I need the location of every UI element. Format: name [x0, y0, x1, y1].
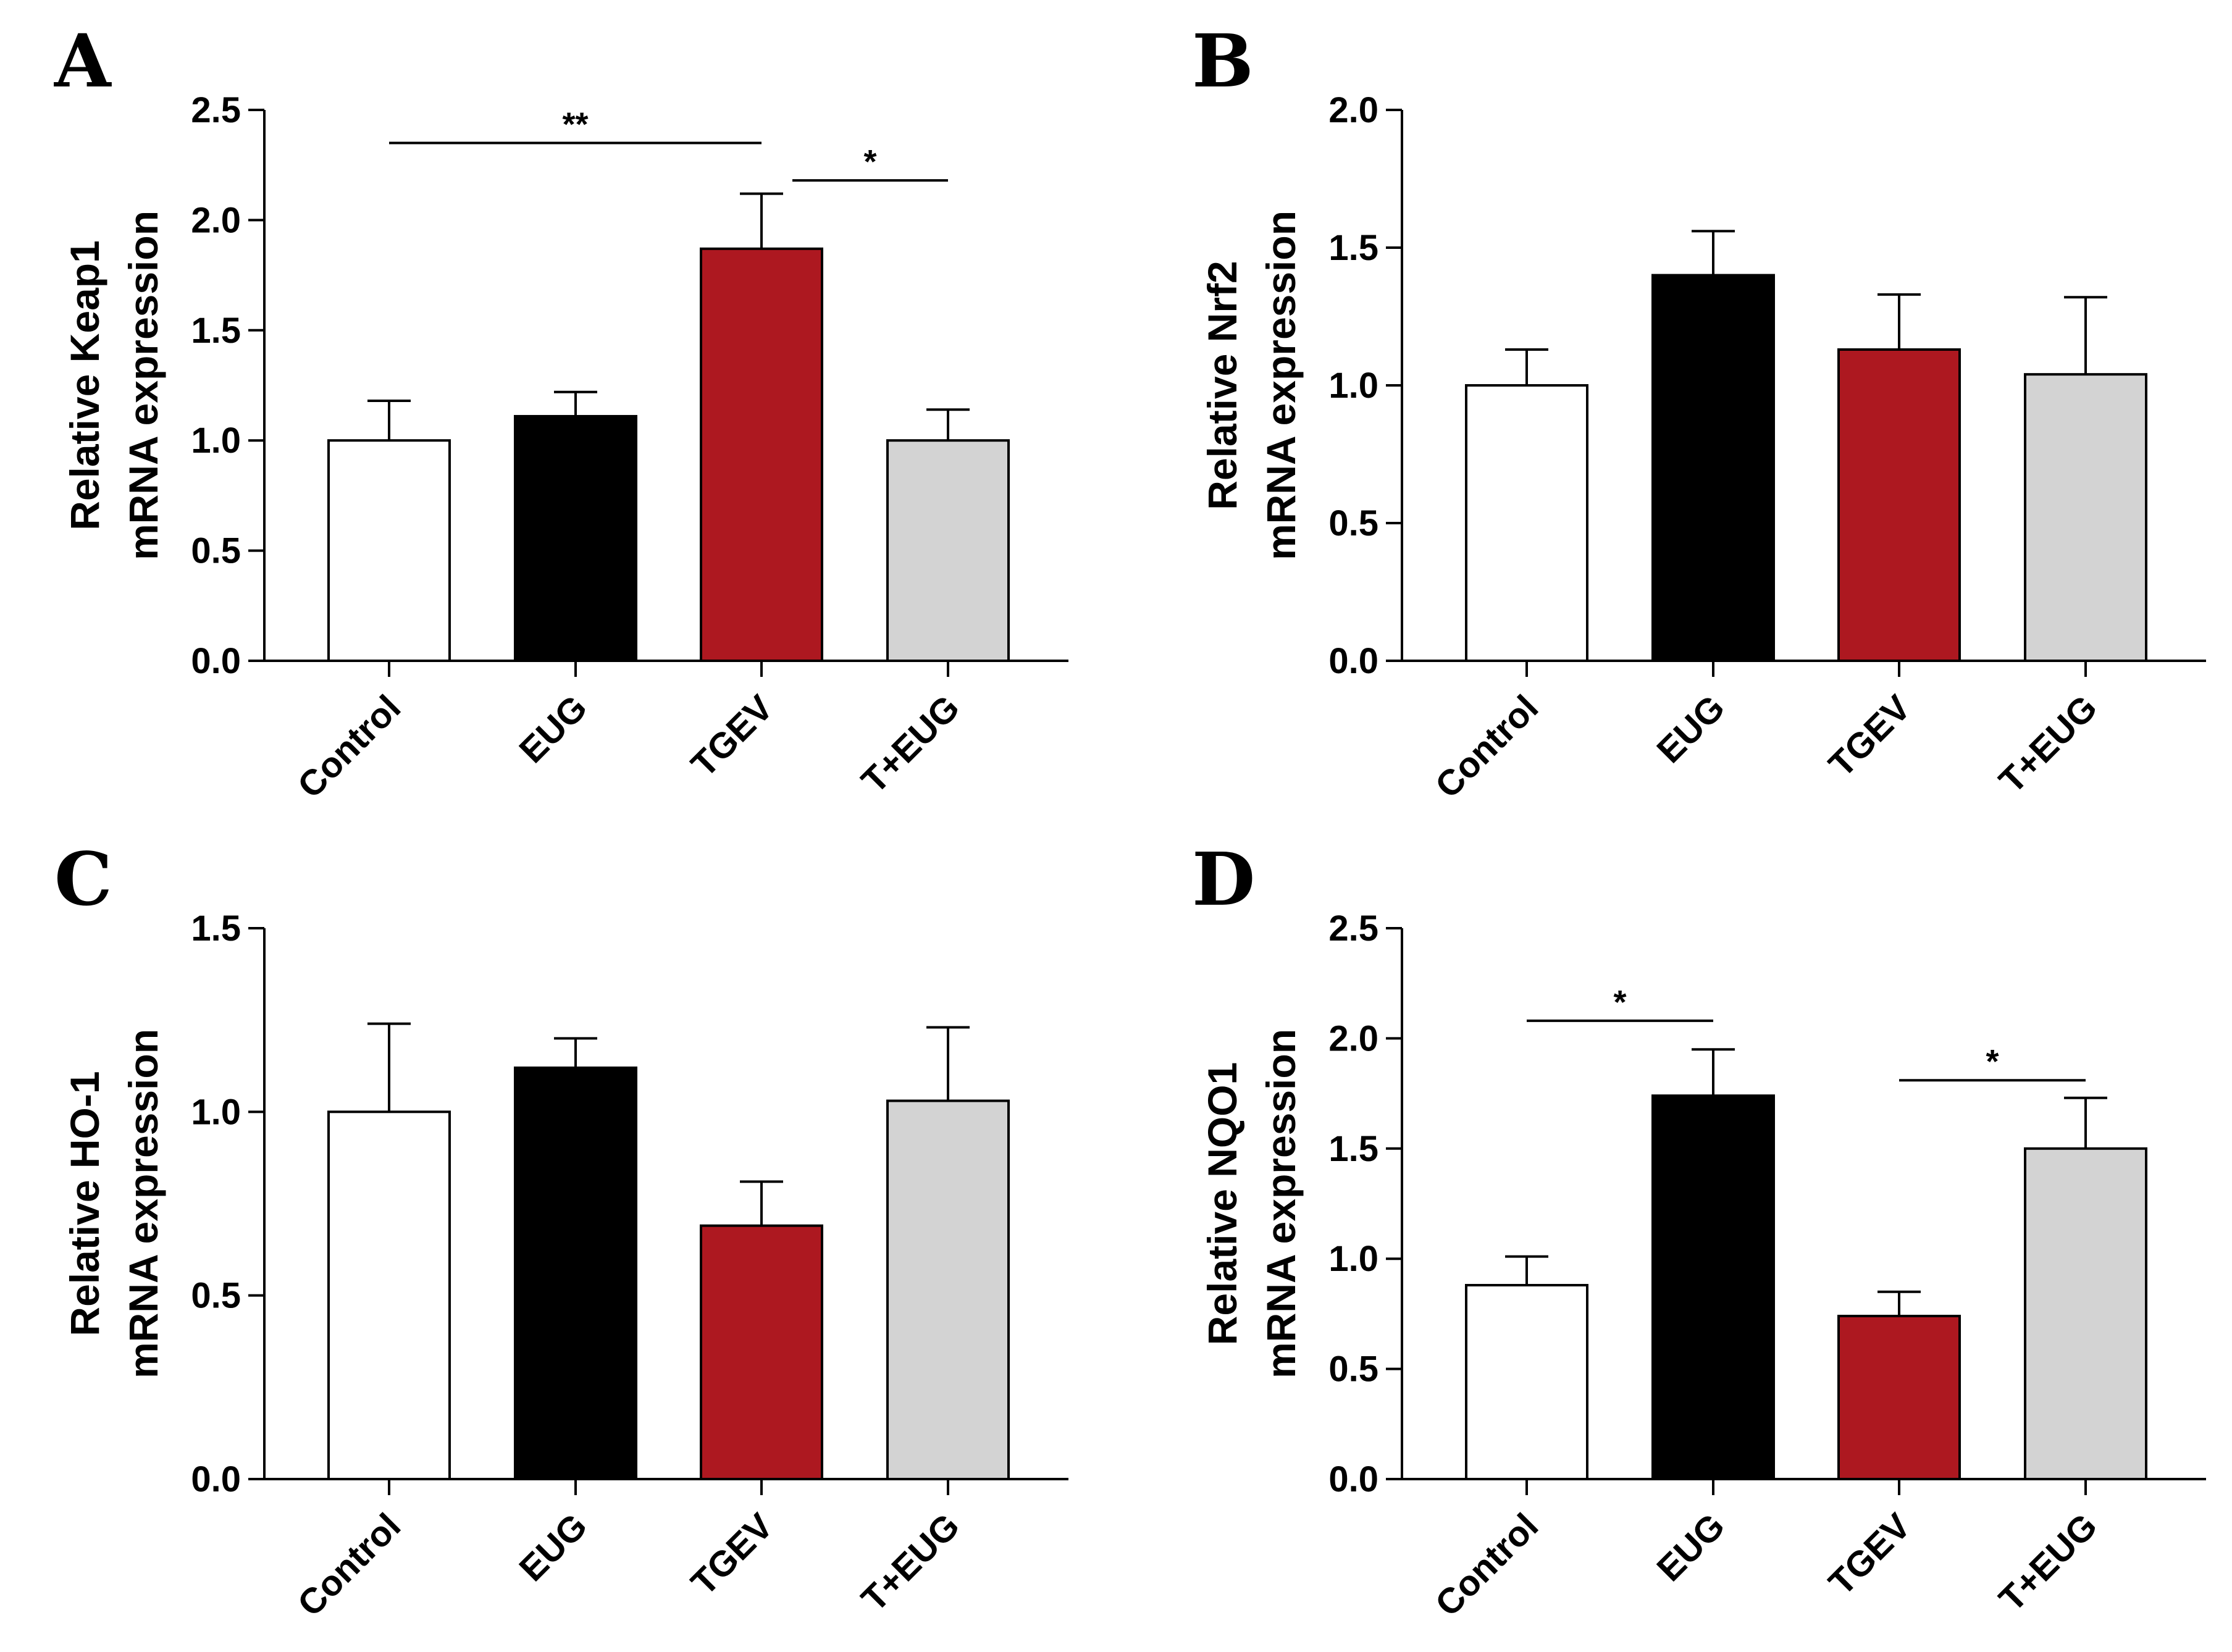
y-axis-title-line2: mRNA expression [120, 211, 166, 560]
y-tick-label: 1.5 [191, 311, 241, 351]
bar-control [327, 1110, 451, 1481]
y-axis-title-line1: Relative Keap1 [62, 240, 107, 530]
significance-label: * [1986, 1043, 1999, 1080]
y-axis-title-line2: mRNA expression [1258, 1029, 1304, 1378]
panel-letter: D [1192, 836, 1255, 922]
y-tick-label: 0.5 [1328, 503, 1378, 543]
bar-control [1465, 384, 1588, 662]
y-tick-label: 1.0 [191, 1092, 241, 1132]
panel-letter: C [54, 836, 112, 922]
y-tick-label: 0.5 [191, 1276, 241, 1316]
x-category-label: T+EUG [1991, 1506, 2105, 1619]
bar-eug [514, 414, 637, 663]
x-category-label: TGEV [1821, 1506, 1919, 1603]
x-category-label: Control [1427, 1506, 1546, 1624]
x-category-label: EUG [511, 687, 595, 771]
x-category-label: T+EUG [854, 1506, 967, 1619]
y-tick-label: 2.0 [191, 200, 241, 240]
y-axis-title-line1: Relative HO-1 [62, 1071, 107, 1336]
panel-letter: A [54, 18, 112, 104]
bar-tpluseug [2024, 1147, 2147, 1480]
y-tick-label: 1.0 [1328, 1239, 1378, 1279]
y-tick-label: 2.0 [1328, 1018, 1378, 1059]
x-category-label: TGEV [684, 1506, 781, 1603]
y-tick-label: 0.0 [1328, 1459, 1378, 1499]
y-tick-label: 2.0 [1328, 90, 1378, 130]
bar-tgev [700, 247, 823, 662]
y-tick-label: 1.5 [1328, 1129, 1378, 1169]
significance-label: * [1613, 984, 1626, 1021]
panel-letter: B [1192, 18, 1254, 104]
panel-b: B Relative Nrf2 mRNA expression 0.0 0.5 1.0 1.… [1192, 18, 2206, 806]
bar-eug [1651, 274, 1775, 663]
bar-eug [1651, 1094, 1775, 1480]
panel-a: A Relative Keap1 mRNA expression 0.0 0.5 1.0 1… [54, 18, 1068, 806]
significance-label: ** [562, 106, 588, 143]
x-category-label: EUG [1649, 1506, 1732, 1589]
bar-tpluseug [886, 439, 1010, 662]
x-category-label: Control [290, 1506, 408, 1624]
bar-tgev [1837, 348, 1961, 663]
y-tick-label: 1.5 [1328, 228, 1378, 268]
x-category-label: EUG [1649, 687, 1732, 771]
panel-c: C Relative HO-1 mRNA expression 0.0 0.5 1.0 1.… [54, 836, 1068, 1624]
x-category-label: Control [1427, 687, 1546, 806]
bar-control [1465, 1284, 1588, 1480]
x-category-label: Control [290, 687, 408, 806]
y-axis-title-line2: mRNA expression [120, 1029, 166, 1378]
bar-tgev [1837, 1314, 1961, 1481]
bar-tpluseug [2024, 373, 2147, 662]
x-category-label: T+EUG [1991, 687, 2105, 801]
x-category-label: TGEV [684, 687, 781, 785]
y-axis-title-line1: Relative NQO1 [1199, 1062, 1245, 1346]
bar-tpluseug [886, 1099, 1010, 1480]
y-tick-label: 1.0 [191, 421, 241, 461]
significance-label: * [863, 143, 876, 180]
bar-control [327, 439, 451, 662]
y-axis-title-line2: mRNA expression [1258, 211, 1304, 560]
y-tick-label: 0.0 [1328, 641, 1378, 681]
y-tick-label: 1.0 [1328, 366, 1378, 406]
y-tick-label: 0.0 [191, 1459, 241, 1499]
bar-tgev [700, 1224, 823, 1480]
y-tick-label: 1.5 [191, 908, 241, 949]
y-axis-title-line1: Relative Nrf2 [1199, 261, 1245, 510]
x-category-label: EUG [511, 1506, 595, 1589]
y-tick-label: 2.5 [1328, 908, 1378, 949]
bar-eug [514, 1066, 637, 1480]
panel-d: D Relative NQO1 mRNA expression 0.0 0.5 1.0 1.… [1192, 836, 2206, 1624]
x-category-label: T+EUG [854, 687, 967, 801]
y-tick-label: 2.5 [191, 90, 241, 130]
y-tick-label: 0.5 [191, 531, 241, 571]
y-tick-label: 0.0 [191, 641, 241, 681]
x-category-label: TGEV [1821, 687, 1919, 785]
y-tick-label: 0.5 [1328, 1349, 1378, 1390]
